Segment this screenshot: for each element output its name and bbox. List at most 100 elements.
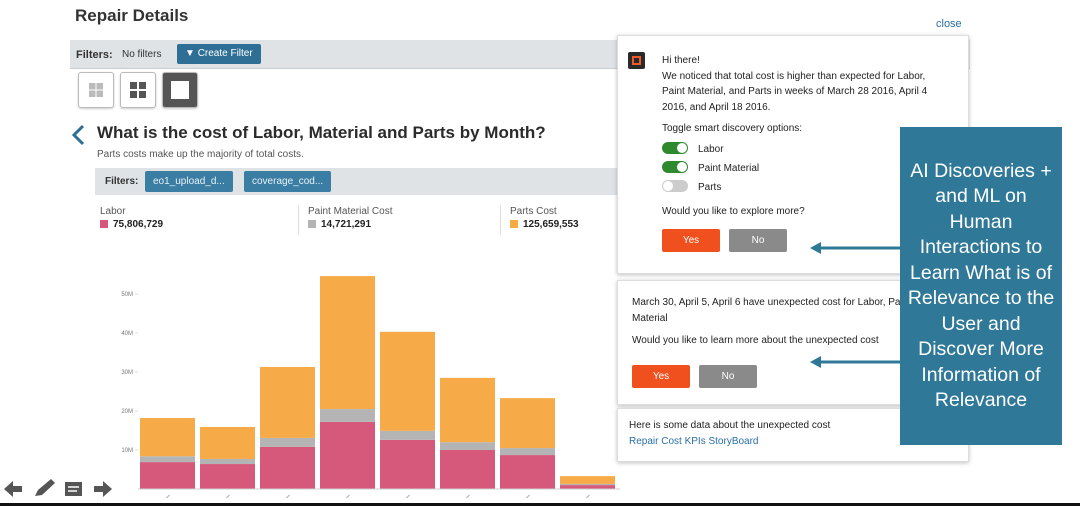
filter-label: Filters:	[105, 176, 139, 187]
x-tick	[466, 494, 470, 499]
separator	[500, 205, 501, 235]
x-tick	[286, 494, 290, 499]
toggle-label: Parts	[698, 182, 722, 193]
bar-segment	[560, 476, 615, 484]
metric: Labor 75,806,729	[100, 206, 163, 230]
metric-value: 125,659,553	[523, 219, 579, 230]
bar-segment	[500, 398, 555, 449]
metric-value-row: 75,806,729	[100, 219, 163, 230]
back-chevron[interactable]	[70, 124, 88, 146]
swatch	[308, 220, 316, 228]
x-tick	[586, 494, 590, 499]
metric-value: 75,806,729	[113, 219, 164, 230]
bar-segment	[440, 450, 495, 489]
view-icon[interactable]	[78, 72, 114, 108]
bar-segment	[200, 426, 255, 459]
button-text: Create Filter	[197, 48, 253, 59]
pen-icon[interactable]	[35, 479, 55, 496]
view-icon[interactable]	[120, 72, 156, 108]
page-title: Repair Details	[75, 6, 189, 25]
bar-segment	[320, 421, 375, 489]
metric: Paint Material Cost 14,721,291	[308, 206, 392, 230]
discovery-message: Hi there! We noticed that total cost is …	[662, 53, 932, 115]
separator	[298, 205, 299, 235]
bar-segment	[320, 409, 375, 422]
bar-segment	[440, 442, 495, 450]
logo	[628, 52, 645, 69]
bar-segment	[500, 455, 555, 489]
bar-segment	[320, 276, 375, 410]
notes-icon[interactable]	[65, 482, 82, 496]
metric-name: Paint Material Cost	[308, 206, 393, 217]
bar-segment	[140, 456, 195, 463]
no-button[interactable]: No	[729, 229, 787, 252]
create-filter-button[interactable]: ▼ Create Filter	[177, 44, 261, 64]
icon	[130, 82, 146, 98]
bar-segment	[140, 418, 195, 457]
bar-segment	[500, 448, 555, 456]
y-tick-label: 10M	[121, 448, 133, 454]
toggle-switch[interactable]	[662, 161, 688, 173]
toggle-switch[interactable]	[662, 142, 688, 154]
bar-segment	[560, 483, 615, 486]
toggle-row: Parts	[662, 180, 721, 193]
x-tick	[166, 494, 170, 499]
close-link[interactable]: close	[936, 18, 962, 30]
toolbar	[4, 479, 112, 497]
bar-segment	[260, 446, 315, 489]
swatch	[100, 220, 108, 228]
arrows	[810, 242, 900, 368]
question-subtitle: Parts costs make up the majority of tota…	[97, 149, 304, 160]
metric-value-row: 125,659,553	[510, 219, 579, 230]
toggle-row: Paint Material	[662, 161, 759, 174]
message: We noticed that total cost is higher tha…	[662, 70, 928, 113]
toggle-switch[interactable]	[662, 180, 688, 192]
storyboard-link[interactable]: Repair Cost KPIs StoryBoard	[629, 436, 759, 447]
chart: 10M 20M 30M 40M 50M	[121, 276, 620, 499]
bar-segment	[380, 331, 435, 431]
bar-segment	[440, 377, 495, 443]
discovery-panel: Hi there! We noticed that total cost is …	[617, 35, 969, 274]
icon	[171, 81, 189, 99]
yes-button[interactable]: Yes	[662, 229, 720, 252]
bar-segment	[140, 462, 195, 489]
x-tick	[406, 494, 410, 499]
toggle-label: Toggle smart discovery options:	[662, 123, 803, 134]
metric-value-row: 14,721,291	[308, 219, 392, 230]
filter-label: Filters:	[76, 49, 113, 61]
bar-segment	[380, 430, 435, 440]
bar-segment	[560, 485, 615, 489]
filter-chip[interactable]: coverage_cod...	[244, 171, 332, 192]
view-icon[interactable]	[162, 72, 198, 108]
swatch	[510, 220, 518, 228]
x-tick	[346, 494, 350, 499]
unexpected-question: Would you like to learn more about the u…	[632, 335, 879, 346]
callout: AI Discoveries + and ML on Human Interac…	[900, 127, 1062, 445]
icon	[88, 82, 104, 98]
y-tick-label: 20M	[121, 409, 133, 415]
bar-segment	[260, 366, 315, 438]
next-icon[interactable]	[94, 481, 112, 497]
no-button[interactable]: No	[699, 365, 757, 388]
question-title: What is the cost of Labor, Material and …	[97, 123, 546, 142]
unexpected-message: March 30, April 5, April 6 have unexpect…	[632, 297, 912, 324]
filter-chip[interactable]: eo1_upload_d...	[145, 171, 233, 192]
inner-filter-bar: Filters: eo1_upload_d... coverage_cod...	[95, 168, 620, 195]
y-tick-label: 40M	[121, 331, 133, 337]
toggle-label: Labor	[698, 144, 724, 155]
metric-name: Labor	[100, 206, 126, 217]
bar-segment	[200, 464, 255, 489]
prev-icon[interactable]	[4, 481, 22, 497]
y-tick-label: 50M	[121, 292, 133, 298]
bar-segment	[380, 439, 435, 489]
x-tick	[526, 494, 530, 499]
explore-question: Would you like to explore more?	[662, 206, 805, 217]
metric: Parts Cost 125,659,553	[510, 206, 579, 230]
bar-segment	[200, 458, 255, 465]
data-note: Here is some data about the unexpected c…	[629, 420, 831, 431]
toggle-row: Labor	[662, 142, 724, 155]
greeting: Hi there!	[662, 55, 700, 66]
y-tick-label: 30M	[121, 370, 133, 376]
yes-button[interactable]: Yes	[632, 365, 690, 388]
